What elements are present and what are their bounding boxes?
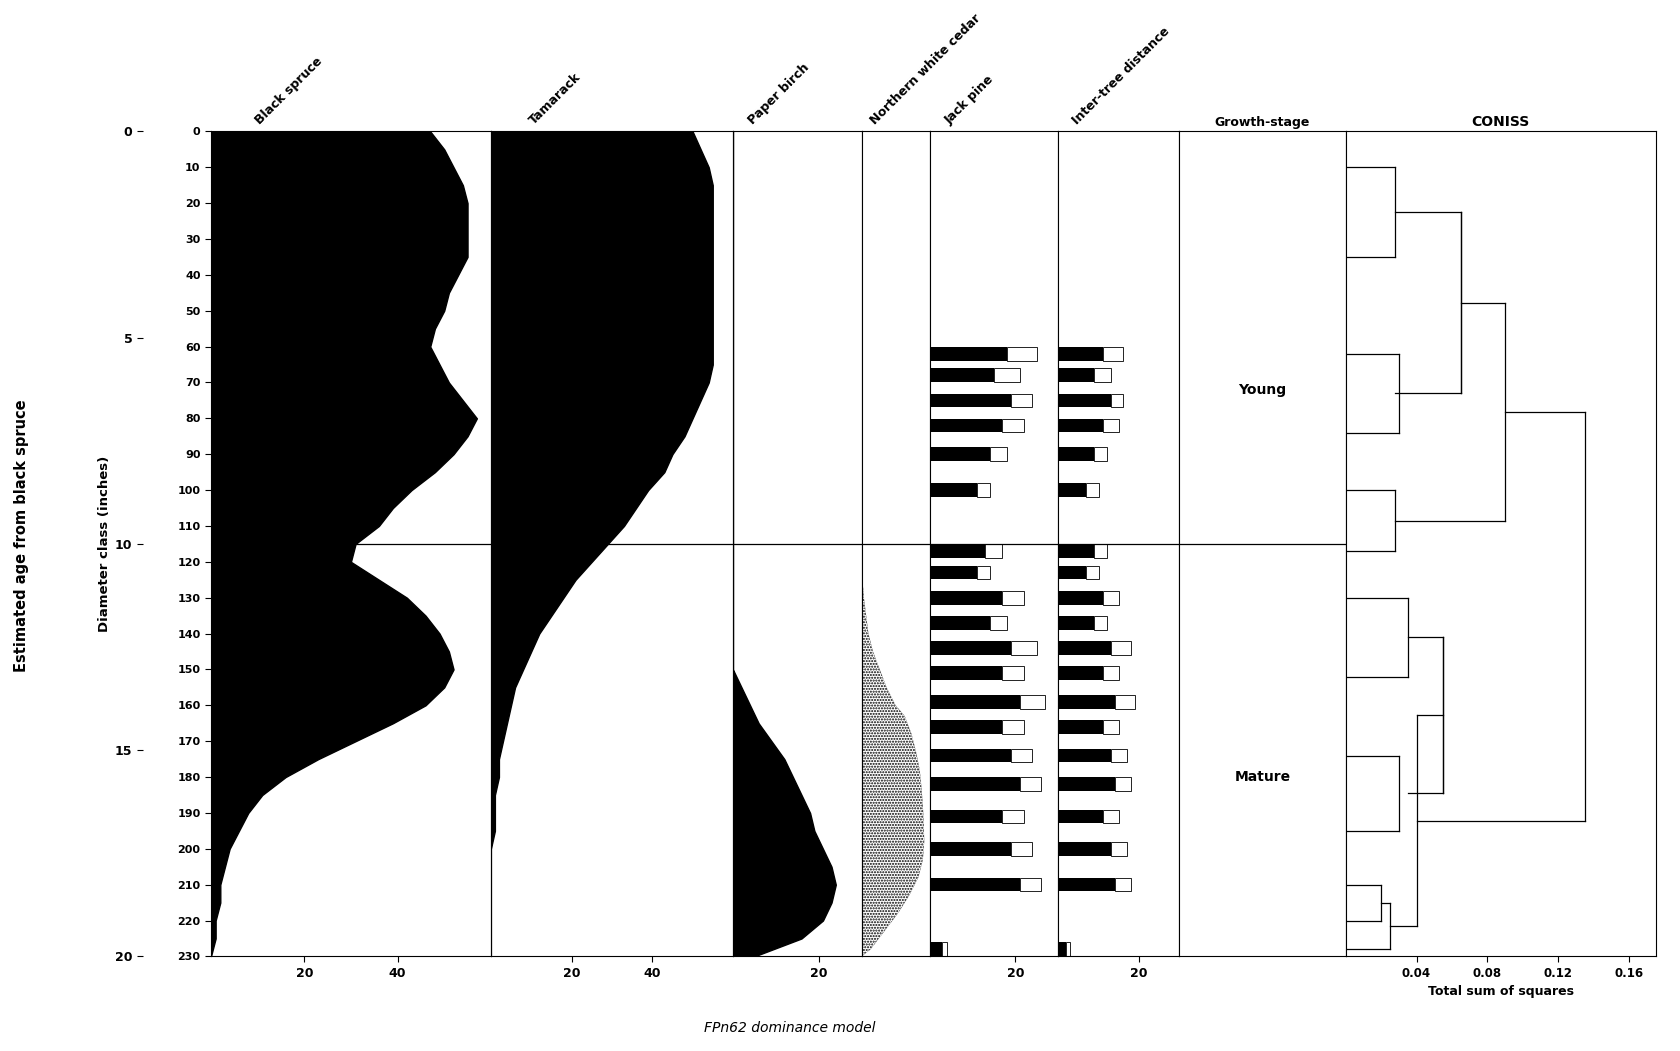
Bar	[1057, 565, 1085, 579]
Bar	[976, 483, 990, 497]
Bar	[929, 809, 1001, 823]
Bar	[1110, 842, 1126, 856]
Bar	[942, 943, 946, 956]
Bar	[1057, 347, 1102, 360]
Bar	[1057, 666, 1102, 680]
Text: Estimated age from black spruce: Estimated age from black spruce	[15, 399, 29, 673]
Bar	[929, 943, 942, 956]
Bar	[1057, 943, 1065, 956]
Bar	[1085, 483, 1097, 497]
Bar	[1057, 448, 1094, 461]
Bar	[929, 720, 1001, 734]
Bar	[1057, 842, 1110, 856]
Bar	[1102, 809, 1117, 823]
Bar	[984, 544, 1001, 558]
Bar	[929, 565, 976, 579]
Bar	[1057, 616, 1094, 630]
Text: Black spruce: Black spruce	[252, 55, 324, 127]
Bar	[1001, 666, 1023, 680]
Bar	[1094, 616, 1105, 630]
Bar	[976, 565, 990, 579]
Bar	[929, 616, 990, 630]
Bar	[929, 842, 1010, 856]
Y-axis label: Diameter class (inches): Diameter class (inches)	[97, 456, 111, 632]
Bar	[929, 695, 1020, 708]
Bar	[1102, 666, 1117, 680]
Bar	[929, 641, 1010, 655]
Bar	[1114, 695, 1134, 708]
Bar	[929, 347, 1006, 360]
Text: FPn62 dominance model: FPn62 dominance model	[704, 1022, 875, 1035]
Bar	[1057, 483, 1085, 497]
Bar	[1057, 720, 1102, 734]
Bar	[990, 448, 1006, 461]
Bar	[1057, 778, 1114, 791]
Bar	[1006, 347, 1037, 360]
Bar	[1057, 641, 1110, 655]
Bar	[1102, 720, 1117, 734]
Title: CONISS: CONISS	[1470, 115, 1529, 129]
Bar	[929, 369, 993, 383]
Bar	[1010, 842, 1032, 856]
Bar	[1094, 369, 1110, 383]
Bar	[1057, 544, 1094, 558]
Bar	[1102, 591, 1117, 604]
Bar	[1065, 943, 1070, 956]
Bar	[929, 748, 1010, 762]
Bar	[1114, 878, 1131, 891]
Text: Young: Young	[1238, 383, 1285, 396]
Bar	[1057, 591, 1102, 604]
Bar	[929, 393, 1010, 407]
Bar	[1057, 809, 1102, 823]
Bar	[1057, 695, 1114, 708]
Bar	[1110, 641, 1131, 655]
Bar	[929, 418, 1001, 432]
Bar	[1057, 878, 1114, 891]
Bar	[1020, 778, 1040, 791]
Bar	[1001, 809, 1023, 823]
Bar	[929, 878, 1020, 891]
X-axis label: Total sum of squares: Total sum of squares	[1426, 986, 1572, 998]
Bar	[1094, 448, 1105, 461]
Bar	[1010, 641, 1037, 655]
Bar	[1001, 418, 1023, 432]
Title: Growth-stage: Growth-stage	[1215, 116, 1309, 129]
Bar	[1020, 878, 1040, 891]
Bar	[1094, 544, 1105, 558]
Bar	[993, 369, 1020, 383]
Text: Northern white cedar: Northern white cedar	[869, 12, 983, 127]
Bar	[1102, 418, 1117, 432]
Text: Paper birch: Paper birch	[746, 61, 811, 127]
Text: Tamarack: Tamarack	[528, 70, 583, 127]
Bar	[929, 778, 1020, 791]
Bar	[929, 544, 984, 558]
Text: Inter-tree distance: Inter-tree distance	[1070, 25, 1173, 127]
Bar	[1057, 369, 1094, 383]
Bar	[1110, 393, 1122, 407]
Bar	[929, 666, 1001, 680]
Bar	[1020, 695, 1045, 708]
Text: Jack pine: Jack pine	[942, 74, 996, 127]
Bar	[1010, 748, 1032, 762]
Bar	[1001, 720, 1023, 734]
Bar	[1057, 748, 1110, 762]
Bar	[990, 616, 1006, 630]
Bar	[1057, 418, 1102, 432]
Bar	[1085, 565, 1097, 579]
Bar	[1057, 393, 1110, 407]
Bar	[1110, 748, 1126, 762]
Bar	[1010, 393, 1032, 407]
Bar	[929, 591, 1001, 604]
Bar	[1102, 347, 1122, 360]
Bar	[1114, 778, 1131, 791]
Bar	[1001, 591, 1023, 604]
Bar	[929, 448, 990, 461]
Text: Mature: Mature	[1233, 770, 1290, 784]
Bar	[929, 483, 976, 497]
